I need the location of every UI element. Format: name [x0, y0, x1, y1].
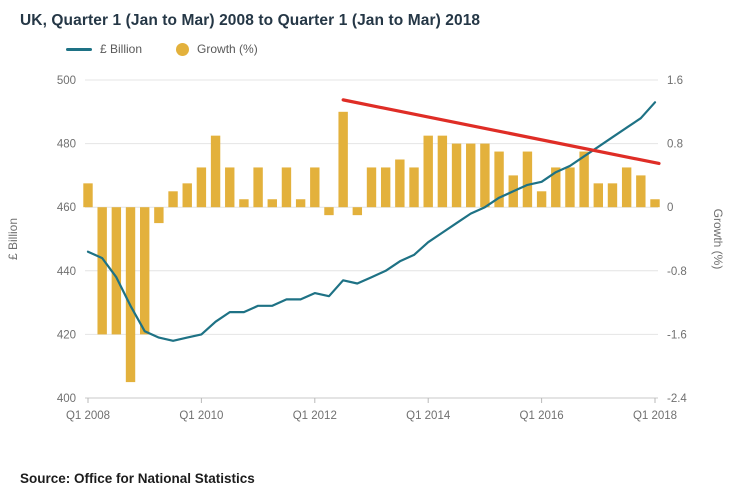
legend-item-growth: Growth (%) — [176, 42, 258, 56]
growth-bar — [494, 151, 504, 208]
growth-bar — [281, 167, 292, 208]
growth-bar — [565, 167, 575, 208]
growth-bar — [536, 191, 547, 208]
growth-bar — [579, 151, 589, 208]
growth-bar — [338, 111, 348, 208]
growth-bar — [182, 183, 192, 208]
growth-bar — [154, 207, 164, 224]
growth-bar — [168, 191, 178, 208]
growth-bar — [395, 159, 405, 208]
growth-bar — [380, 167, 391, 208]
growth-bar — [551, 167, 561, 208]
growth-bar — [83, 183, 93, 208]
legend-item-gdp: £ Billion — [66, 42, 142, 56]
svg-text:1.6: 1.6 — [667, 75, 683, 87]
growth-bar — [111, 207, 122, 335]
growth-bar — [310, 167, 320, 208]
growth-bar — [636, 175, 646, 208]
gridlines — [85, 79, 658, 399]
growth-bar — [239, 199, 249, 208]
source-text: Source: Office for National Statistics — [20, 471, 255, 486]
circle-swatch-icon — [176, 42, 190, 56]
growth-bar — [366, 167, 377, 208]
legend-label-gdp: £ Billion — [100, 42, 143, 56]
growth-bar — [621, 167, 632, 208]
line-swatch-icon — [66, 47, 92, 51]
svg-text:Q1 2008: Q1 2008 — [66, 410, 110, 422]
x-axis-tick-labels: Q1 2008 Q1 2010 Q1 2012 Q1 2014 Q1 2016 Q1 20… — [66, 398, 677, 422]
growth-bar — [253, 167, 263, 208]
svg-text:Q1 2018: Q1 2018 — [633, 410, 677, 422]
svg-text:-1.6: -1.6 — [667, 329, 687, 341]
legend-label-growth: Growth (%) — [197, 42, 258, 56]
svg-text:Q1 2012: Q1 2012 — [293, 410, 337, 422]
svg-text:400: 400 — [57, 393, 76, 405]
left-axis-title: £ Billion — [6, 218, 20, 260]
growth-bar — [423, 135, 433, 208]
growth-bar — [522, 151, 533, 208]
svg-text:-0.8: -0.8 — [667, 266, 687, 278]
growth-bar — [324, 207, 334, 216]
svg-text:420: 420 — [57, 329, 76, 341]
growth-bars — [83, 111, 660, 383]
growth-bar — [225, 167, 235, 208]
growth-bar — [650, 199, 660, 208]
growth-bar — [466, 143, 476, 208]
combo-chart: 400 420 440 460 480 500 -2.4 -1.6 -0.8 0 0.8 1.6 Q1 … — [6, 75, 725, 422]
growth-bar — [480, 143, 490, 208]
growth-bar — [409, 167, 419, 208]
svg-text:0: 0 — [667, 202, 673, 214]
right-axis-title: Growth (%) — [711, 209, 725, 270]
svg-text:500: 500 — [57, 75, 76, 87]
growth-bar — [125, 207, 136, 383]
left-axis-tick-labels: 400 420 440 460 480 500 — [57, 75, 76, 405]
chart-legend: £ Billion Growth (%) — [66, 42, 730, 56]
trend-line — [341, 98, 661, 166]
svg-text:460: 460 — [57, 202, 76, 214]
chart-title: UK, Quarter 1 (Jan to Mar) 2008 to Quart… — [20, 12, 481, 29]
growth-bar — [451, 143, 462, 208]
growth-bar — [196, 167, 207, 208]
svg-text:Q1 2014: Q1 2014 — [406, 410, 451, 422]
growth-bar — [140, 207, 150, 335]
svg-text:480: 480 — [57, 139, 76, 151]
right-axis-tick-labels: -2.4 -1.6 -0.8 0 0.8 1.6 — [667, 75, 687, 405]
growth-bar — [352, 207, 363, 216]
growth-bar — [607, 183, 618, 208]
svg-text:Q1 2016: Q1 2016 — [520, 410, 564, 422]
growth-bar — [437, 135, 448, 208]
svg-text:Q1 2010: Q1 2010 — [179, 410, 223, 422]
svg-text:440: 440 — [57, 266, 76, 278]
svg-text:-2.4: -2.4 — [667, 393, 687, 405]
gdp-line — [86, 101, 657, 342]
growth-bar — [295, 199, 306, 208]
svg-text:0.8: 0.8 — [667, 139, 683, 151]
growth-bar — [97, 207, 107, 335]
growth-bar — [267, 199, 277, 208]
growth-bar — [593, 183, 603, 208]
growth-bar — [210, 135, 221, 208]
